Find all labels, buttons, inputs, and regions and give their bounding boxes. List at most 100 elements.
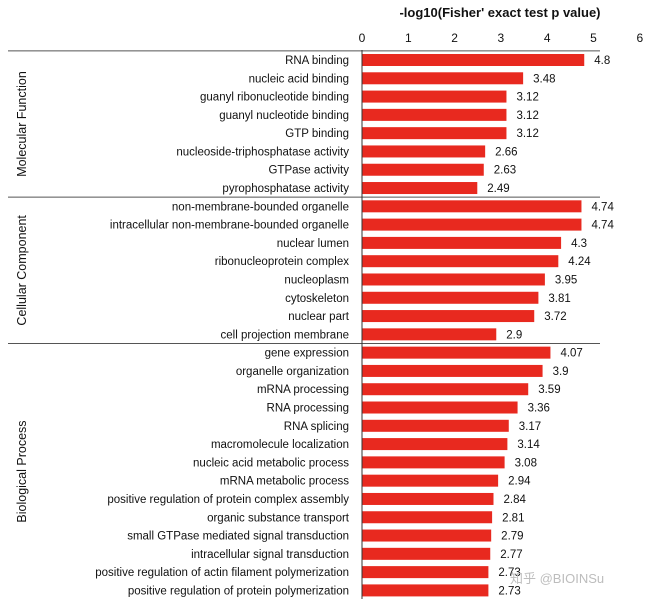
bar	[362, 291, 539, 304]
bar	[362, 145, 486, 158]
value-label: 3.81	[548, 293, 570, 305]
value-label: 2.73	[498, 567, 520, 579]
bar	[362, 310, 535, 323]
value-label: 2.66	[495, 146, 517, 158]
category-label: organic substance transport	[207, 512, 350, 524]
x-tick-label: 2	[451, 31, 458, 45]
value-label: 3.12	[516, 110, 538, 122]
category-label: ribonucleoprotein complex	[215, 256, 349, 268]
category-label: RNA binding	[285, 55, 349, 67]
bar	[362, 328, 497, 341]
chart-title: -log10(Fisher' exact test p value)	[399, 5, 600, 20]
value-label: 3.08	[515, 457, 537, 469]
category-label: RNA processing	[267, 403, 349, 415]
bar	[362, 273, 545, 286]
bar	[362, 163, 484, 176]
bar	[362, 255, 559, 268]
value-labels: 4.8 3.48 3.12 3.12 3.12 2.66 2.63 2.49 4.74 4.74 4…	[487, 55, 614, 597]
bar	[362, 54, 585, 66]
value-label: 3.95	[555, 274, 577, 286]
x-tick-label: 0	[359, 31, 366, 45]
x-tick-label: 3	[498, 31, 505, 45]
category-label: positive regulation of protein polymeriz…	[128, 585, 349, 597]
bar	[362, 383, 529, 396]
category-label: positive regulation of protein complex a…	[107, 494, 349, 506]
category-label: guanyl ribonucleotide binding	[200, 92, 349, 104]
value-label: 3.36	[528, 403, 550, 415]
category-label: cell projection membrane	[221, 329, 349, 341]
bar	[362, 511, 493, 524]
value-label: 2.63	[494, 165, 516, 177]
bar	[362, 401, 518, 414]
bar	[362, 346, 551, 359]
value-label: 3.72	[544, 311, 566, 323]
category-label: cytoskeleton	[285, 293, 349, 305]
bar	[362, 127, 507, 140]
value-label: 4.24	[568, 256, 591, 268]
value-label: 3.48	[533, 73, 555, 85]
bar	[362, 364, 543, 377]
watermark: 知乎 @BIOINSu	[510, 571, 604, 586]
value-label: 3.17	[519, 421, 541, 433]
value-label: 3.14	[517, 439, 540, 451]
value-label: 3.59	[538, 384, 560, 396]
category-label: mRNA metabolic process	[220, 476, 349, 488]
value-label: 3.12	[516, 92, 538, 104]
category-label: nuclear part	[288, 311, 350, 323]
group-label: Biological Process	[15, 420, 29, 522]
category-label: intracellular signal transduction	[191, 549, 349, 561]
value-label: 2.49	[487, 183, 509, 195]
category-labels: RNA binding nucleic acid binding guanyl ri…	[95, 55, 350, 597]
bar	[362, 72, 524, 85]
category-label: nucleic acid binding	[249, 73, 349, 85]
group-separators	[8, 50, 600, 344]
category-label: nucleoplasm	[284, 274, 349, 286]
bars	[362, 54, 585, 597]
category-label: RNA splicing	[284, 421, 349, 433]
category-label: GTP binding	[285, 128, 349, 140]
value-label: 4.8	[594, 55, 610, 67]
category-label: intracellular non-membrane-bounded organ…	[110, 220, 349, 232]
x-tick-label: 4	[544, 31, 551, 45]
value-label: 4.74	[591, 220, 614, 232]
x-tick-label: 5	[590, 31, 597, 45]
bar	[362, 474, 499, 487]
bar	[362, 529, 492, 542]
category-label: mRNA processing	[257, 384, 349, 396]
bar	[362, 182, 478, 195]
value-label: 4.74	[591, 201, 614, 213]
value-label: 2.94	[508, 476, 531, 488]
bar	[362, 547, 491, 560]
category-label: macromolecule localization	[211, 439, 349, 451]
group-label: Molecular Function	[15, 71, 29, 177]
category-label: nuclear lumen	[277, 238, 349, 250]
group-label: Cellular Component	[15, 215, 29, 326]
value-label: 4.3	[571, 238, 587, 250]
bar	[362, 438, 508, 451]
bar	[362, 584, 489, 597]
value-label: 3.9	[553, 366, 569, 378]
value-label: 3.12	[516, 128, 538, 140]
value-label: 2.77	[500, 549, 522, 561]
value-label: 4.07	[560, 348, 582, 360]
bar	[362, 456, 505, 469]
bar	[362, 492, 494, 505]
category-label: nucleic acid metabolic process	[193, 457, 349, 469]
bar	[362, 108, 507, 121]
category-label: guanyl nucleotide binding	[219, 110, 349, 122]
category-label: pyrophosphatase activity	[222, 183, 349, 195]
value-label: 2.81	[502, 512, 524, 524]
category-label: nucleoside-triphosphatase activity	[176, 146, 349, 158]
value-label: 2.84	[503, 494, 526, 506]
x-tick-label: 6	[636, 31, 643, 45]
category-label: organelle organization	[236, 366, 349, 378]
category-label: gene expression	[265, 348, 349, 360]
value-label: 2.73	[498, 585, 520, 597]
bar	[362, 566, 489, 579]
group-labels: Molecular Function Cellular Component Biol…	[15, 71, 29, 522]
x-tick-label: 1	[405, 31, 412, 45]
category-label: small GTPase mediated signal transductio…	[127, 531, 349, 543]
x-axis-ticks: 0 1 2 3 4 5 6	[359, 31, 644, 45]
bar	[362, 90, 507, 103]
